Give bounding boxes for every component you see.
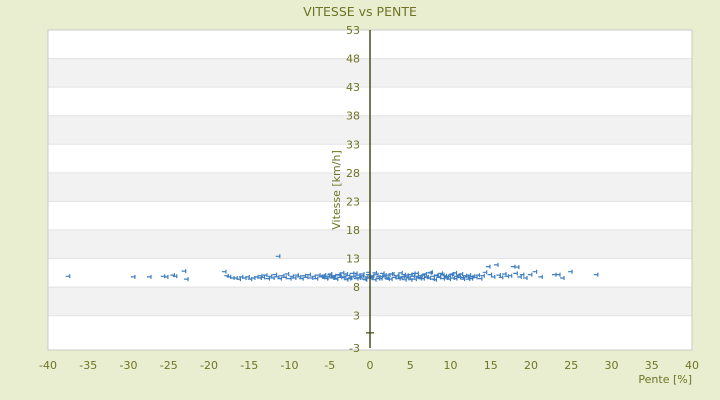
y-tick-label: 28	[346, 167, 360, 180]
y-tick-label: 13	[346, 253, 360, 266]
x-tick-label: -40	[39, 359, 57, 372]
x-tick-label: 25	[564, 359, 578, 372]
y-tick-label: 8	[353, 281, 360, 294]
y-tick-label: 33	[346, 138, 360, 151]
x-tick-label: 5	[407, 359, 414, 372]
x-tick-label: -5	[324, 359, 335, 372]
data-points	[65, 254, 599, 282]
x-tick-label: 20	[524, 359, 538, 372]
x-tick-label: 30	[605, 359, 619, 372]
y-tick-label: 23	[346, 195, 360, 208]
y-tick-label: 43	[346, 81, 360, 94]
x-tick-label: 0	[367, 359, 374, 372]
x-tick-label: -25	[160, 359, 178, 372]
y-tick-label: 3	[353, 310, 360, 323]
x-tick-label: -10	[281, 359, 299, 372]
x-tick-label: -30	[120, 359, 138, 372]
y-tick-label: 38	[346, 110, 360, 123]
y-tick-label: 53	[346, 24, 360, 37]
x-tick-label: -35	[79, 359, 97, 372]
chart-title: VITESSE vs PENTE	[303, 4, 417, 19]
x-tick-label: 10	[444, 359, 458, 372]
x-axis-title: Pente [%]	[638, 373, 692, 386]
x-tick-label: 15	[484, 359, 498, 372]
x-tick-label: -15	[240, 359, 258, 372]
y-tick-label: 48	[346, 53, 360, 66]
y-tick-label: -3	[349, 342, 360, 355]
x-tick-label: 40	[685, 359, 699, 372]
y-axis-title: Vitesse [km/h]	[330, 150, 343, 230]
x-tick-label: -20	[200, 359, 218, 372]
x-tick-label: 35	[645, 359, 659, 372]
y-tick-label: 18	[346, 224, 360, 237]
